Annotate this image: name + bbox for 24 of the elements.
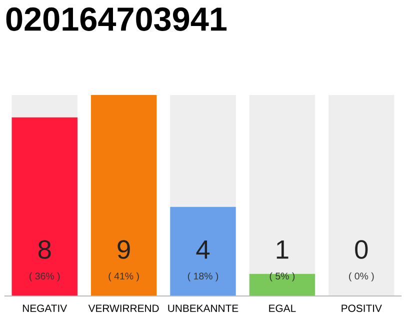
- annotation: 8: [38, 240, 51, 259]
- bar: [12, 95, 78, 118]
- annotation: ( 5% ): [270, 272, 295, 282]
- annotation: 4: [196, 240, 210, 259]
- annotation: ( 18% ): [188, 272, 218, 282]
- annotation: ( 41% ): [108, 272, 139, 282]
- x-tick-label: UNBEKANNTE: [168, 304, 238, 312]
- bar: [170, 206, 236, 296]
- chart-title: 020164703941: [6, 7, 227, 31]
- annotation: ( 0% ): [349, 272, 374, 282]
- annotation: 0: [355, 240, 368, 259]
- annotation: 1: [276, 240, 288, 259]
- x-tick-label: POSITIV: [342, 304, 382, 312]
- bar: [12, 117, 78, 296]
- bar: [249, 95, 316, 274]
- bar: [170, 95, 236, 207]
- x-tick-label: EGAL: [269, 304, 296, 312]
- annotation: ( 36% ): [30, 272, 60, 282]
- bar: [90, 95, 157, 296]
- x-tick-label: NEGATIV: [22, 304, 68, 312]
- x-tick-label: VERWIRREND: [88, 304, 159, 312]
- bar: [328, 95, 394, 296]
- bar: [249, 274, 316, 296]
- annotation: 9: [118, 240, 130, 259]
